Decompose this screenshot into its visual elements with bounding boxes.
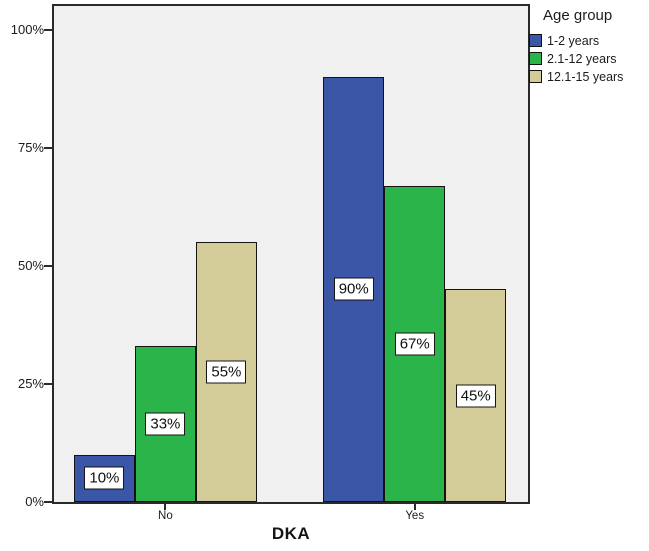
legend-swatch-icon xyxy=(529,70,542,83)
bar-12-1-15-years-no: 55% xyxy=(195,242,257,502)
bar-1-2-years-yes: 90% xyxy=(323,76,385,502)
bar-value-label: 33% xyxy=(145,412,186,436)
x-tick-label: Yes xyxy=(405,510,425,522)
legend-item: 1-2 years xyxy=(529,33,649,48)
legend-item-list: 1-2 years 2.1-12 years 12.1-15 years xyxy=(529,33,649,84)
legend: Age group 1-2 years 2.1-12 years 12.1-15 y… xyxy=(529,7,649,87)
legend-item-label: 12.1-15 years xyxy=(547,69,624,84)
y-tick-mark xyxy=(44,146,52,149)
y-tick-label: 50% xyxy=(17,257,44,273)
legend-item: 12.1-15 years xyxy=(529,69,649,84)
y-tick-mark xyxy=(44,28,52,31)
bar-2-1-12-years-yes: 67% xyxy=(384,185,446,502)
legend-item: 2.1-12 years xyxy=(529,51,649,66)
bar-value-label: 10% xyxy=(84,466,125,490)
y-tick-label: 75% xyxy=(17,139,44,155)
y-tick-label: 0% xyxy=(25,494,44,509)
y-tick-label: 100% xyxy=(10,21,44,37)
y-tick-mark xyxy=(44,264,52,267)
y-tick-mark xyxy=(44,382,52,385)
legend-swatch-icon xyxy=(529,52,542,65)
legend-swatch-icon xyxy=(529,34,542,47)
x-tick-mark xyxy=(164,504,167,510)
x-tick-label: No xyxy=(158,510,173,522)
bar-value-label: 45% xyxy=(455,384,496,408)
x-tick-mark xyxy=(413,504,416,510)
legend-title: Age group xyxy=(543,7,613,24)
y-tick-mark xyxy=(44,501,52,503)
bar-value-label: 90% xyxy=(333,277,374,301)
bar-2-1-12-years-no: 33% xyxy=(134,346,196,502)
x-axis-title: DKA xyxy=(271,524,311,543)
bar-value-label: 67% xyxy=(394,332,435,356)
legend-item-label: 1-2 years xyxy=(547,33,600,48)
bar-value-label: 55% xyxy=(206,360,247,384)
y-tick-label: 25% xyxy=(17,375,44,391)
bar-12-1-15-years-yes: 45% xyxy=(445,289,507,502)
bar-1-2-years-no: 10% xyxy=(73,454,135,502)
legend-item-label: 2.1-12 years xyxy=(547,51,617,66)
